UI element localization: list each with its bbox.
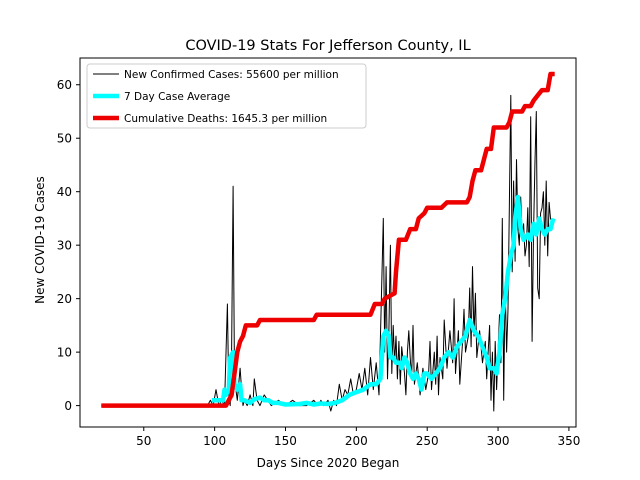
x-tick-label: 50 <box>136 434 151 448</box>
x-tick-label: 100 <box>203 434 226 448</box>
series-line-3 <box>101 71 555 408</box>
x-tick-label: 150 <box>274 434 297 448</box>
chart-title: COVID-19 Stats For Jefferson County, IL <box>185 38 470 54</box>
legend-label-3: Cumulative Deaths: 1645.3 per million <box>124 113 327 125</box>
y-tick-label: 30 <box>57 239 72 253</box>
series-line-1 <box>101 94 553 412</box>
x-tick-label: 200 <box>345 434 368 448</box>
legend-label-2: 7 Day Case Average <box>124 91 230 103</box>
axes: 50 100 150 200 250 300 350 0 10 20 30 40 50 60 <box>57 57 580 448</box>
x-tick-label: 250 <box>416 434 439 448</box>
x-axis-label: Days Since 2020 Began <box>257 456 400 470</box>
x-tick-label: 350 <box>557 434 580 448</box>
y-tick-label: 10 <box>57 346 72 360</box>
plot-area <box>101 71 556 412</box>
legend: New Confirmed Cases: 55600 per million 7 … <box>86 63 367 129</box>
legend-box <box>86 63 367 129</box>
y-tick-label: 0 <box>64 399 72 413</box>
legend-label-1: New Confirmed Cases: 55600 per million <box>124 69 339 81</box>
x-tick-label: 300 <box>487 434 510 448</box>
y-tick-label: 50 <box>57 132 72 146</box>
y-tick-label: 40 <box>57 185 72 199</box>
y-tick-label: 60 <box>57 78 72 92</box>
plot-frame <box>79 57 577 428</box>
series-line-2 <box>211 194 556 407</box>
series-group <box>101 71 556 412</box>
y-tick-label: 20 <box>57 292 72 306</box>
y-axis-label: New COVID-19 Cases <box>33 176 47 304</box>
